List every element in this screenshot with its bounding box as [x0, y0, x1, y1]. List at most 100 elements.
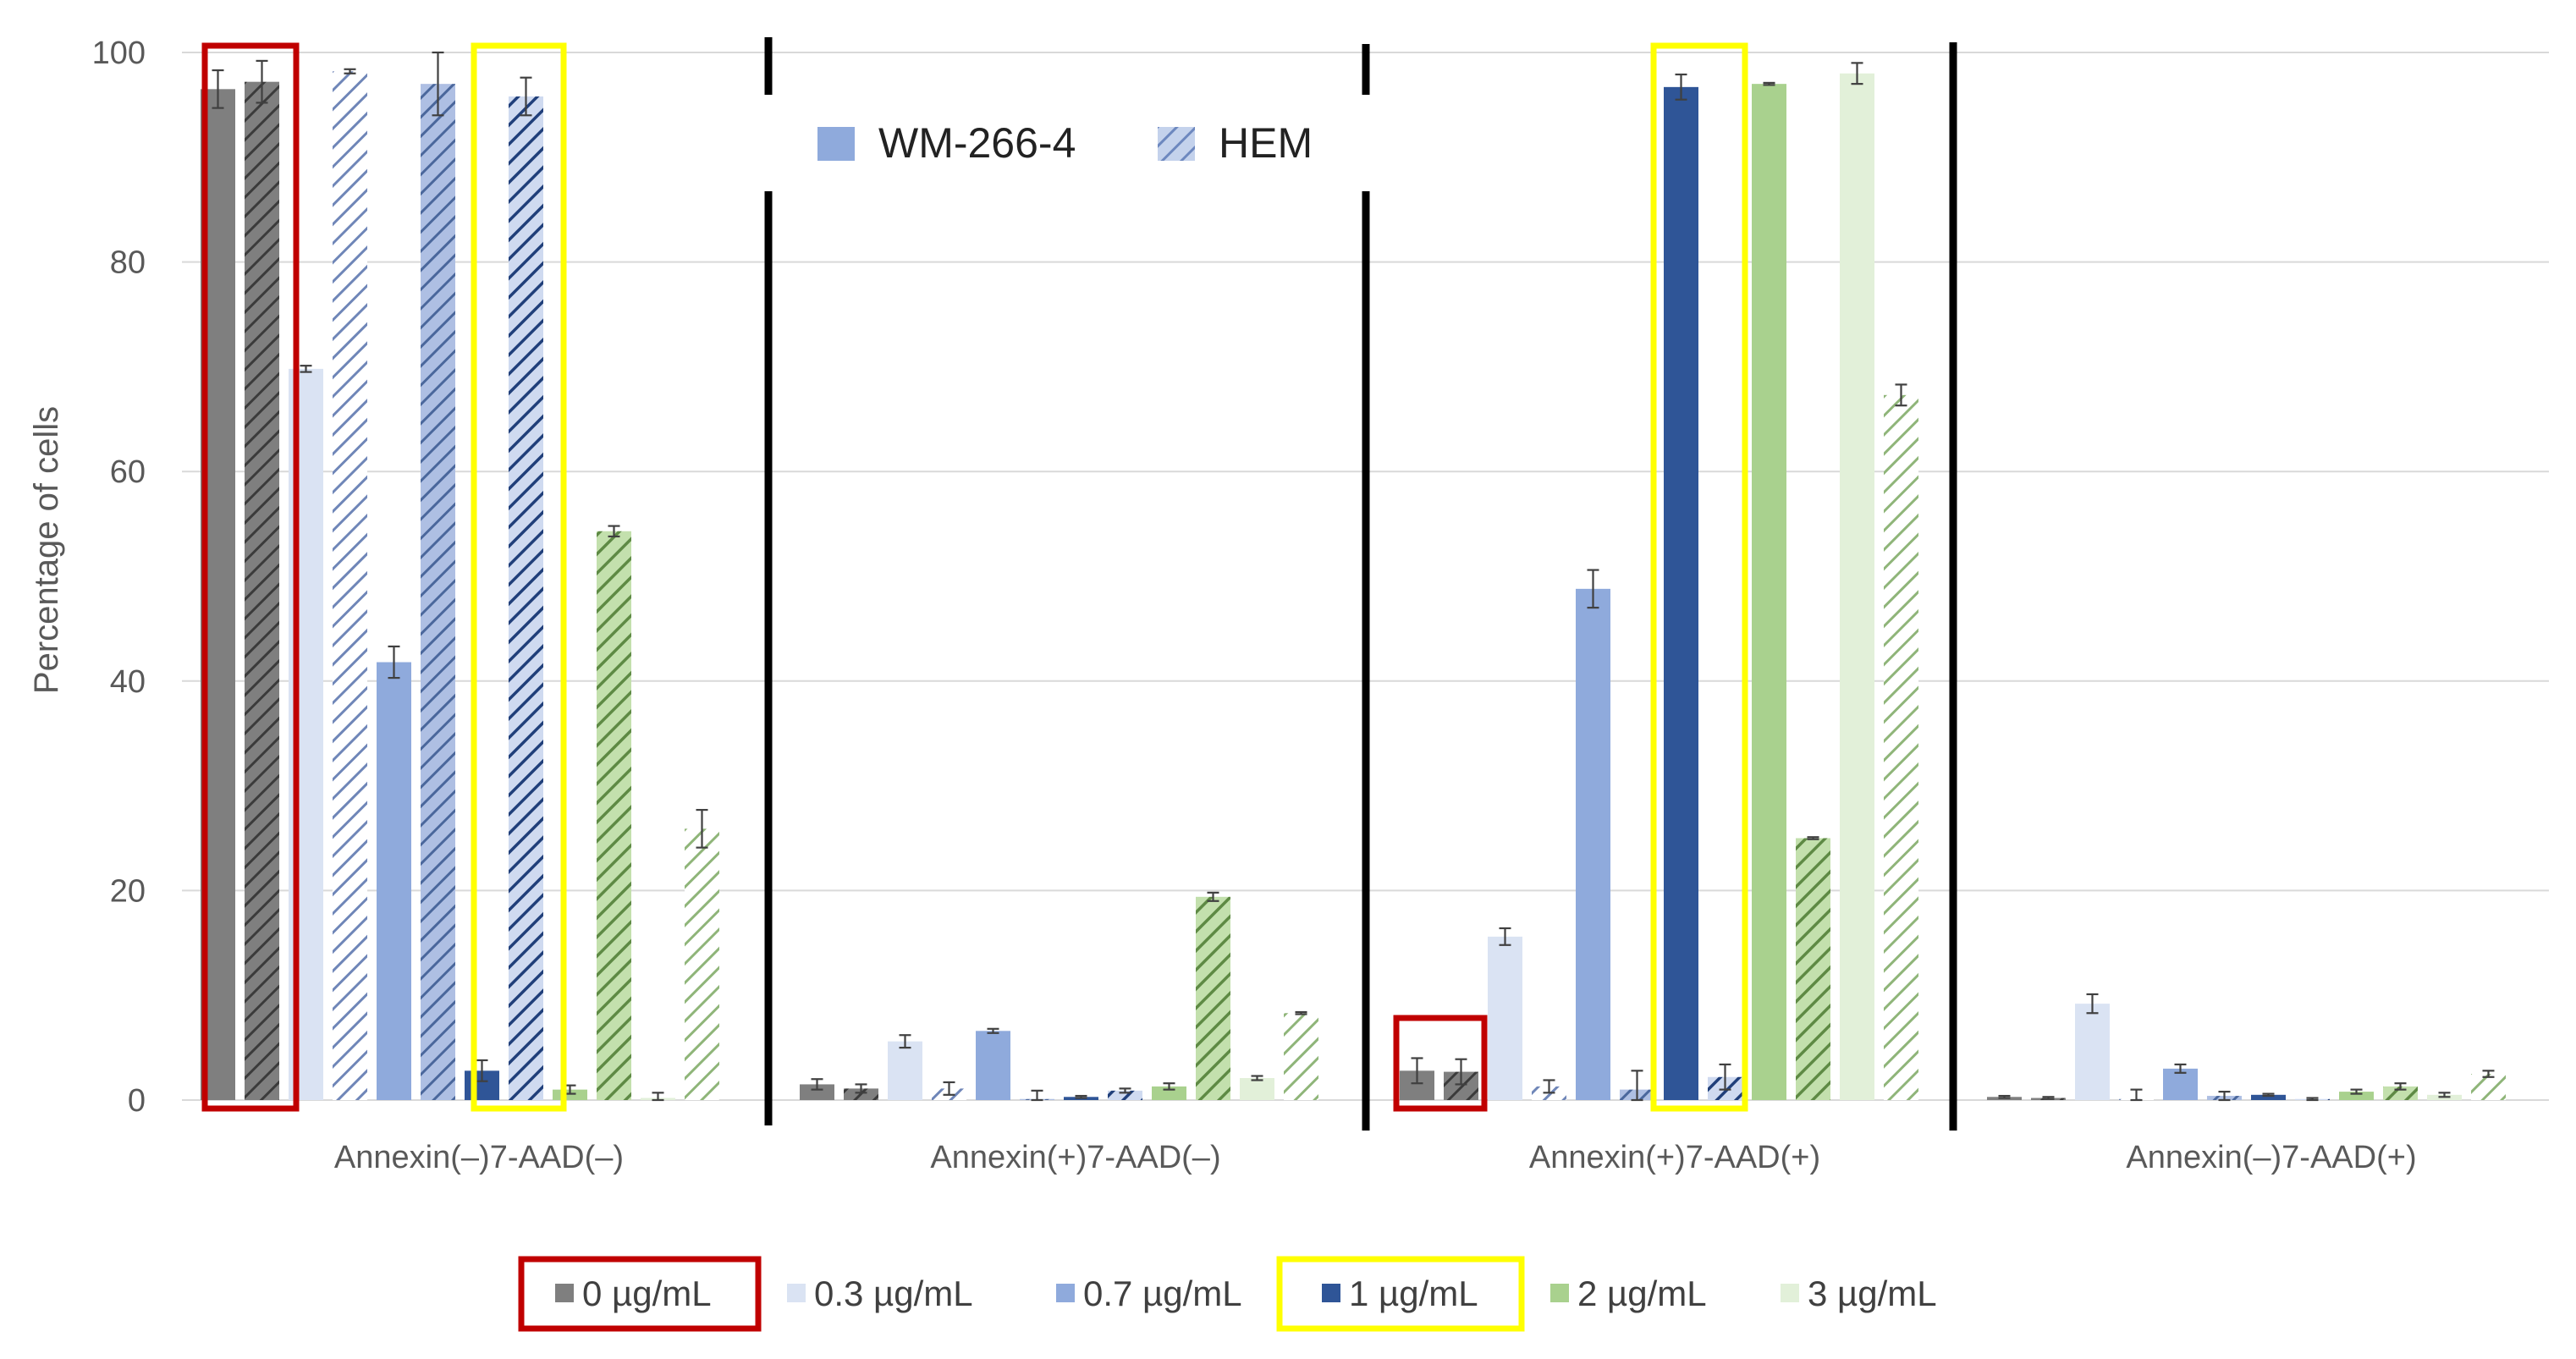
bar-hem-3-group3 [1884, 394, 1918, 1100]
error-bar-5-2 [1631, 1070, 1643, 1102]
bar-hem-1-group1 [509, 96, 543, 1101]
highlight-red-box-1 [201, 42, 300, 1112]
legend-swatch-hem [1158, 127, 1195, 161]
category-label-2: Annexin(+)7-AAD(–) [930, 1140, 1220, 1175]
error-bar-10-0 [652, 1092, 664, 1102]
y-axis-title: Percentage of cells [28, 406, 65, 694]
error-bar-4-2 [1587, 569, 1599, 609]
legend-swatch-0.3 [787, 1284, 806, 1302]
bar-hem-0-group2 [844, 1088, 878, 1100]
error-bar-7-2 [1719, 1063, 1731, 1091]
y-tick-label-20: 20 [110, 873, 146, 909]
bar-wm-266-4-0.7-group1 [377, 662, 411, 1100]
legend-swatch-2 [1550, 1284, 1569, 1302]
error-bar-2-0 [300, 365, 312, 373]
error-bar-1-2 [1455, 1058, 1467, 1086]
error-bar-11-2 [1895, 383, 1907, 407]
y-tick-label-60: 60 [110, 454, 146, 490]
error-bar-4-0 [388, 645, 400, 680]
y-tick-labels: 0 20 40 60 80 100 [92, 36, 146, 1119]
legend-label-0.7: 0.7 µg/mL [1083, 1274, 1242, 1313]
bar-wm-266-4-0.3-group2 [888, 1041, 922, 1100]
y-tick-label-40: 40 [110, 664, 146, 700]
y-tick-label-100: 100 [92, 36, 146, 71]
error-bar-8-3 [2350, 1088, 2363, 1095]
bar-hem-2-group3 [1796, 838, 1830, 1100]
error-bar-8-2 [1763, 81, 1775, 86]
bar-wm-266-4-2-group4 [2339, 1092, 2374, 1100]
legend-label-3: 3 µg/mL [1808, 1274, 1937, 1313]
bar-wm-266-4-3-group3 [1840, 73, 1874, 1100]
bar-hem-2-group2 [1196, 896, 1230, 1100]
error-bar-1-3 [2042, 1096, 2055, 1100]
error-bar-3-2 [1543, 1079, 1555, 1094]
error-bar-6-3 [2262, 1092, 2275, 1098]
error-bar-11-1 [1295, 1010, 1307, 1015]
error-bar-2-1 [899, 1034, 911, 1049]
bar-wm-266-4-2-group2 [1152, 1086, 1186, 1100]
legend-swatch-0 [555, 1284, 574, 1302]
legend-label-hem: HEM [1219, 119, 1313, 167]
bar-hem-3-group1 [685, 828, 719, 1100]
y-tick-label-0: 0 [128, 1083, 146, 1119]
error-bar-5-1 [1031, 1089, 1043, 1102]
legend-swatch-wm266 [817, 127, 855, 161]
legend-highlight-yellow [1276, 1256, 1525, 1332]
legend-swatch-3 [1781, 1284, 1799, 1302]
bar-hem-2-group1 [597, 531, 631, 1100]
highlight-yellow-box-1 [471, 42, 567, 1112]
error-bar-2-3 [2086, 993, 2099, 1015]
error-bar-4-3 [2174, 1063, 2187, 1074]
error-bars [212, 51, 2495, 1102]
cell-line-legend: WM-266-4 HEM [817, 119, 1313, 167]
error-bar-0-1 [811, 1078, 823, 1091]
error-bar-4-1 [987, 1027, 999, 1034]
error-bar-1-1 [855, 1083, 867, 1094]
highlight-yellow-box-2 [1650, 42, 1748, 1112]
bar-wm-266-4-3-group2 [1240, 1078, 1274, 1100]
error-bar-10-2 [1851, 62, 1863, 85]
bar-wm-266-4-0-group2 [800, 1084, 834, 1100]
category-label-1: Annexin(–)7-AAD(–) [334, 1140, 624, 1175]
category-labels: Annexin(–)7-AAD(–) Annexin(+)7-AAD(–) Anne… [334, 1140, 2417, 1175]
error-bar-11-3 [2482, 1070, 2495, 1078]
error-bar-11-0 [696, 808, 708, 849]
y-tick-label-80: 80 [110, 245, 146, 281]
legend-label-1: 1 µg/mL [1349, 1274, 1478, 1313]
error-bar-5-0 [432, 51, 444, 117]
error-bar-6-2 [1675, 73, 1687, 101]
bar-hem-0.7-group1 [421, 84, 455, 1100]
bar-hem-2-group4 [2383, 1086, 2418, 1100]
bar-wm-266-4-0.3-group4 [2075, 1004, 2110, 1100]
error-bar-8-1 [1163, 1082, 1175, 1091]
bar-wm-266-4-0.7-group2 [976, 1031, 1010, 1100]
error-bar-3-1 [943, 1081, 955, 1096]
error-bar-0-3 [1998, 1094, 2011, 1099]
legend-label-0: 0 µg/mL [582, 1274, 712, 1313]
bar-wm-266-4-0.7-group3 [1576, 588, 1610, 1100]
bar-hem-3-group4 [2471, 1074, 2506, 1100]
error-bar-6-1 [1075, 1094, 1087, 1099]
bar-wm-266-4-0.7-group4 [2163, 1068, 2198, 1100]
error-bar-9-2 [1807, 836, 1819, 840]
error-bar-9-1 [1207, 891, 1219, 902]
error-bar-3-3 [2130, 1088, 2143, 1102]
category-label-3: Annexin(+)7-AAD(+) [1529, 1140, 1820, 1175]
error-bar-0-2 [1411, 1057, 1423, 1085]
category-label-4: Annexin(–)7-AAD(+) [2126, 1140, 2416, 1175]
error-bar-3-0 [344, 68, 356, 74]
bar-hem-3-group2 [1284, 1013, 1318, 1100]
highlight-red-box-2 [1393, 1015, 1488, 1112]
concentration-legend: 0 µg/mL 0.3 µg/mL 0.7 µg/mL 1 µg/mL 2 µg… [518, 1256, 1937, 1332]
bar-hem-0-group1 [245, 81, 279, 1100]
bars [201, 71, 2506, 1101]
error-bar-2-2 [1499, 927, 1511, 946]
legend-label-2: 2 µg/mL [1577, 1274, 1707, 1313]
bar-wm-266-4-0.3-group3 [1488, 936, 1522, 1100]
error-bar-10-1 [1251, 1075, 1263, 1081]
legend-highlight-red [518, 1256, 762, 1332]
error-bar-9-3 [2394, 1082, 2407, 1091]
error-bar-5-3 [2218, 1090, 2231, 1102]
legend-swatch-0.7 [1056, 1284, 1075, 1302]
